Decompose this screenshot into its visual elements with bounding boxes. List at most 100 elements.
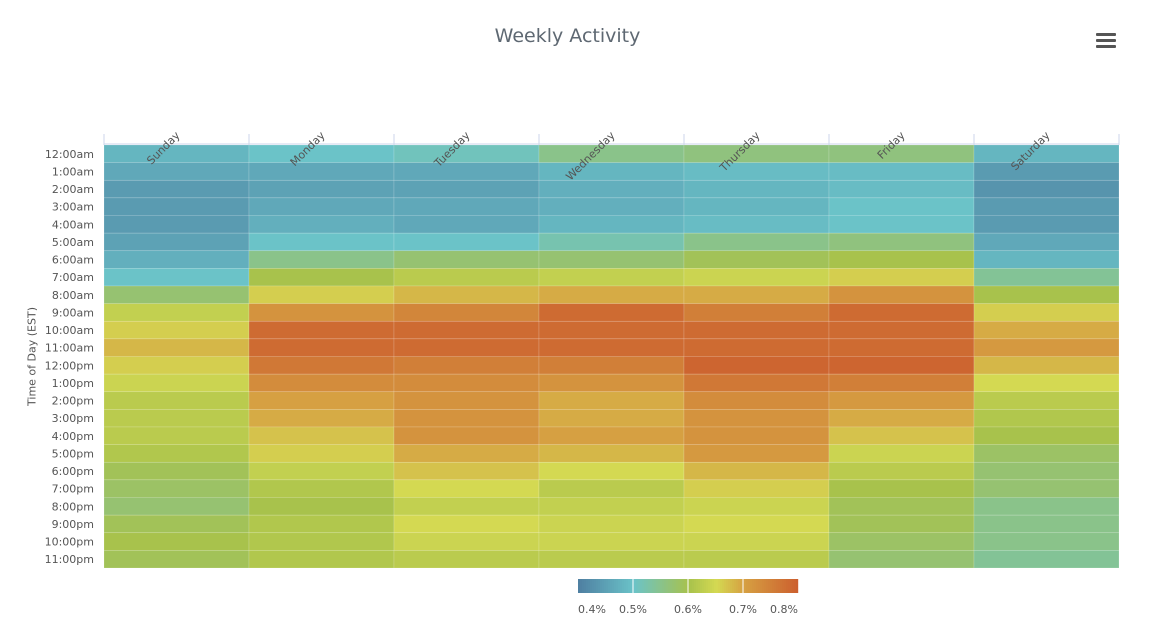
heatmap-cell: [683, 144, 830, 163]
heatmap-cell: [538, 303, 685, 322]
legend-gradient-segment: [612, 579, 615, 593]
legend-gradient-segment: [582, 579, 585, 593]
legend-gradient-segment: [606, 579, 609, 593]
heatmap-cell: [683, 250, 830, 269]
heatmap-cell: [683, 373, 830, 393]
heatmap-cell: [683, 356, 830, 375]
legend-gradient-segment: [770, 579, 773, 593]
heatmap-cell: [393, 550, 540, 569]
legend-gradient-segment: [754, 579, 757, 593]
legend-gradient-segment: [720, 579, 723, 593]
legend-gradient-segment: [774, 579, 777, 593]
heatmap-cell: [538, 162, 685, 181]
legend-gradient-segment: [756, 579, 759, 593]
heatmap-cell: [538, 197, 685, 216]
y-axis-label: 3:00am: [52, 201, 94, 214]
heatmap-cell: [103, 162, 250, 181]
heatmap-cell: [393, 444, 540, 463]
heatmap-cell: [973, 444, 1120, 463]
heatmap-cell: [828, 444, 975, 463]
heatmap-cell: [683, 232, 830, 252]
heatmap-cell: [103, 144, 250, 163]
heatmap-cell: [248, 250, 395, 269]
heatmap-cell: [103, 444, 250, 463]
legend-gradient-segment: [702, 579, 705, 593]
heatmap-cell: [683, 479, 830, 498]
heatmap-cell: [828, 268, 975, 287]
y-axis-label: 11:00am: [45, 342, 94, 355]
legend-gradient-segment: [668, 579, 671, 593]
heatmap-cell: [393, 338, 540, 357]
heatmap-cell: [683, 285, 830, 304]
heatmap-cell: [828, 479, 975, 498]
heatmap-cell: [973, 550, 1120, 569]
y-axis-label: 10:00am: [45, 324, 94, 337]
legend-gradient-segment: [622, 579, 625, 593]
heatmap-cell: [683, 215, 830, 234]
legend-gradient-segment: [584, 579, 587, 593]
hamburger-menu-icon[interactable]: [1096, 33, 1116, 51]
heatmap-cell: [248, 232, 395, 252]
legend-gradient-segment: [626, 579, 629, 593]
heatmap-cell: [538, 320, 685, 340]
heatmap-cell: [828, 215, 975, 234]
heatmap-cell: [248, 409, 395, 428]
legend-gradient-segment: [748, 579, 751, 593]
heatmap-cell: [103, 215, 250, 234]
heatmap-cell: [683, 268, 830, 287]
legend-gradient-segment: [784, 579, 787, 593]
heatmap-cell: [538, 479, 685, 498]
legend-gradient-segment: [684, 579, 687, 593]
heatmap-cell: [828, 232, 975, 252]
y-axis-label: 6:00pm: [52, 465, 94, 478]
legend-gradient-segment: [654, 579, 657, 593]
legend-gradient-segment: [782, 579, 785, 593]
heatmap-cell: [248, 285, 395, 304]
legend-gradient-segment: [652, 579, 655, 593]
legend-gradient-segment: [682, 579, 685, 593]
legend-gradient-segment: [586, 579, 589, 593]
legend-gradient-segment: [648, 579, 651, 593]
heatmap-cell: [393, 250, 540, 269]
legend-gradient-segment: [794, 579, 797, 593]
y-axis-label: 3:00pm: [52, 412, 94, 425]
legend-gradient-segment: [740, 579, 743, 593]
heatmap-cell: [248, 444, 395, 463]
legend-gradient-segment: [646, 579, 649, 593]
heatmap-cell: [538, 444, 685, 463]
heatmap-cell: [683, 514, 830, 534]
heatmap-cell: [103, 409, 250, 428]
legend-gradient-segment: [766, 579, 769, 593]
heatmap-cell: [828, 391, 975, 410]
heatmap-cell: [538, 391, 685, 410]
legend-gradient-segment: [602, 579, 605, 593]
heatmap-cell: [973, 409, 1120, 428]
heatmap-cell: [393, 479, 540, 498]
heatmap-cell: [828, 285, 975, 304]
heatmap-cell: [103, 391, 250, 410]
legend-gradient-segment: [656, 579, 659, 593]
legend-gradient-segment: [664, 579, 667, 593]
heatmap-cell: [973, 250, 1120, 269]
heatmap-cell: [973, 162, 1120, 181]
heatmap-cell: [538, 268, 685, 287]
heatmap-cell: [248, 197, 395, 216]
legend-gradient-segment: [738, 579, 741, 593]
heatmap-cell: [683, 532, 830, 551]
legend-gradient-segment: [790, 579, 793, 593]
heatmap-cell: [103, 250, 250, 269]
legend-gradient-segment: [686, 579, 689, 593]
heatmap-cell: [103, 320, 250, 340]
heatmap-cell: [973, 532, 1120, 551]
heatmap-cell: [538, 232, 685, 252]
heatmap-cell: [973, 514, 1120, 534]
legend-gradient-segment: [604, 579, 607, 593]
heatmap-cell: [538, 532, 685, 551]
legend-gradient-segment: [722, 579, 725, 593]
legend-gradient-segment: [644, 579, 647, 593]
heatmap-cell: [248, 461, 395, 481]
legend-gradient-segment: [580, 579, 583, 593]
heatmap-cell: [103, 550, 250, 569]
heatmap-cell: [828, 179, 975, 199]
legend-gradient-segment: [642, 579, 645, 593]
